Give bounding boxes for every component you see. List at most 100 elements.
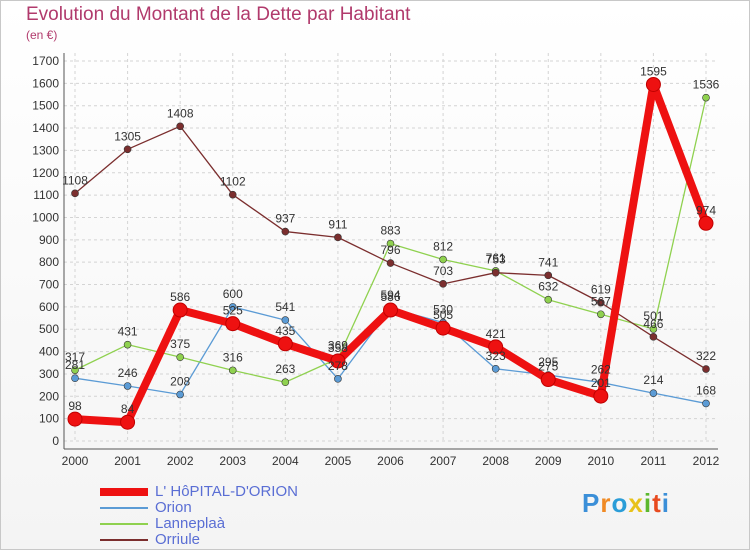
series-0-label-9: 275 xyxy=(538,360,558,374)
y-tick-label-14: 1400 xyxy=(32,121,59,135)
series-2-point-10 xyxy=(597,310,605,319)
y-tick-label-16: 1600 xyxy=(32,76,59,90)
legend-label-lanneplaa: Lanneplaà xyxy=(155,515,226,532)
series-1-label-10: 262 xyxy=(591,362,611,376)
series-3-point-0 xyxy=(71,189,79,198)
y-tick-label-6: 600 xyxy=(39,300,59,314)
y-tick-label-17: 1700 xyxy=(32,54,59,68)
series-0-point-6 xyxy=(383,302,398,318)
series-1-label-1: 246 xyxy=(118,366,138,380)
logo-letter: i xyxy=(661,488,670,518)
series-0-point-1 xyxy=(120,414,136,430)
series-0-point-0 xyxy=(67,411,83,427)
series-2-point-1 xyxy=(123,340,132,349)
x-tick-label-5: 2005 xyxy=(325,454,352,468)
x-tick-label-0: 2000 xyxy=(62,454,89,468)
series-1-label-4: 541 xyxy=(275,300,295,314)
series-3-point-12 xyxy=(702,365,710,373)
series-3-point-4 xyxy=(281,227,290,236)
y-tick-label-5: 500 xyxy=(39,322,59,336)
series-1-label-3: 600 xyxy=(223,287,243,301)
series-1-label-11: 214 xyxy=(643,373,663,387)
series-3-label-6: 796 xyxy=(380,243,400,257)
x-tick-label-10: 2010 xyxy=(587,454,614,468)
series-2-label-6: 883 xyxy=(380,224,400,238)
legend-label-hopital: L' HôPITAL-D'ORION xyxy=(155,483,298,500)
x-tick-label-1: 2001 xyxy=(114,454,141,468)
series-3-label-0: 1108 xyxy=(62,173,88,187)
series-2-point-11 xyxy=(649,325,658,333)
series-1-label-5: 278 xyxy=(328,359,348,373)
logo-letter: o xyxy=(611,488,629,518)
series-0-label-3: 525 xyxy=(223,304,243,318)
series-3-point-9 xyxy=(544,271,553,280)
series-1-point-1 xyxy=(123,382,132,390)
series-0-label-11: 1595 xyxy=(640,64,667,78)
series-0-point-12 xyxy=(698,215,714,231)
series-0-point-9 xyxy=(540,372,556,388)
y-tick-label-4: 400 xyxy=(39,345,59,359)
series-2-point-2 xyxy=(176,353,184,361)
legend-swatch-orriule xyxy=(100,539,148,541)
x-tick-label-8: 2008 xyxy=(482,454,509,468)
logo-letter: i xyxy=(643,488,653,518)
series-0-label-8: 421 xyxy=(486,327,506,341)
logo-letter: x xyxy=(628,488,644,518)
series-0-point-4 xyxy=(277,336,293,352)
y-tick-label-10: 1000 xyxy=(32,210,59,224)
series-3-point-7 xyxy=(439,280,447,288)
series-2-point-4 xyxy=(281,378,290,387)
series-3-point-10 xyxy=(597,298,605,307)
series-0-label-12: 974 xyxy=(696,203,716,217)
series-3-label-11: 466 xyxy=(643,317,663,331)
series-1-label-9: 295 xyxy=(538,355,558,369)
legend-swatch-hopital xyxy=(100,488,148,496)
series-1-label-6: 594 xyxy=(380,288,400,302)
series-1-label-12: 168 xyxy=(696,383,716,397)
series-3-label-8: 753 xyxy=(486,253,506,267)
series-1-label-8: 323 xyxy=(486,349,506,363)
series-2-label-10: 567 xyxy=(591,294,611,308)
series-1-point-4 xyxy=(281,316,290,324)
series-0-label-5: 358 xyxy=(328,341,348,355)
series-3-point-2 xyxy=(176,122,184,131)
series-0-label-0: 98 xyxy=(68,399,82,413)
series-3-point-3 xyxy=(228,190,237,199)
series-2-label-1: 431 xyxy=(118,325,138,339)
series-2-label-8: 761 xyxy=(486,251,506,265)
series-0-point-8 xyxy=(488,339,504,355)
logo-letter: r xyxy=(600,488,612,518)
x-tick-label-6: 2006 xyxy=(377,454,404,468)
series-2-label-5: 369 xyxy=(328,339,348,353)
series-0-label-1: 84 xyxy=(121,402,135,416)
legend-swatch-lanneplaa xyxy=(100,523,148,525)
series-3-label-1: 1305 xyxy=(114,129,141,143)
y-tick-label-7: 700 xyxy=(39,278,59,292)
series-0-label-2: 586 xyxy=(170,290,190,304)
logo-letter: t xyxy=(652,488,662,518)
series-1-label-7: 530 xyxy=(433,303,453,317)
series-3-label-7: 703 xyxy=(433,264,453,278)
y-tick-label-12: 1200 xyxy=(32,166,59,180)
y-tick-label-8: 800 xyxy=(39,255,59,269)
series-0-point-10 xyxy=(593,388,609,404)
series-0-point-5 xyxy=(330,353,346,369)
series-2-label-12: 1536 xyxy=(693,78,720,92)
series-3-label-5: 911 xyxy=(328,217,347,231)
series-3-label-4: 937 xyxy=(275,212,295,226)
x-tick-label-7: 2007 xyxy=(430,454,457,468)
y-tick-label-9: 900 xyxy=(39,233,59,247)
series-3-label-12: 322 xyxy=(696,349,716,363)
series-2-label-9: 632 xyxy=(538,280,558,294)
series-1-label-2: 208 xyxy=(170,375,190,389)
logo-letter: P xyxy=(582,488,601,518)
series-3-label-2: 1408 xyxy=(167,106,194,120)
y-tick-label-2: 200 xyxy=(39,389,59,403)
series-1-point-12 xyxy=(702,399,710,408)
series-3-point-5 xyxy=(334,233,342,242)
y-tick-label-3: 300 xyxy=(39,367,59,381)
series-2-label-0: 317 xyxy=(65,350,85,364)
series-0-label-6: 586 xyxy=(380,290,400,304)
y-tick-label-13: 1300 xyxy=(32,143,59,157)
